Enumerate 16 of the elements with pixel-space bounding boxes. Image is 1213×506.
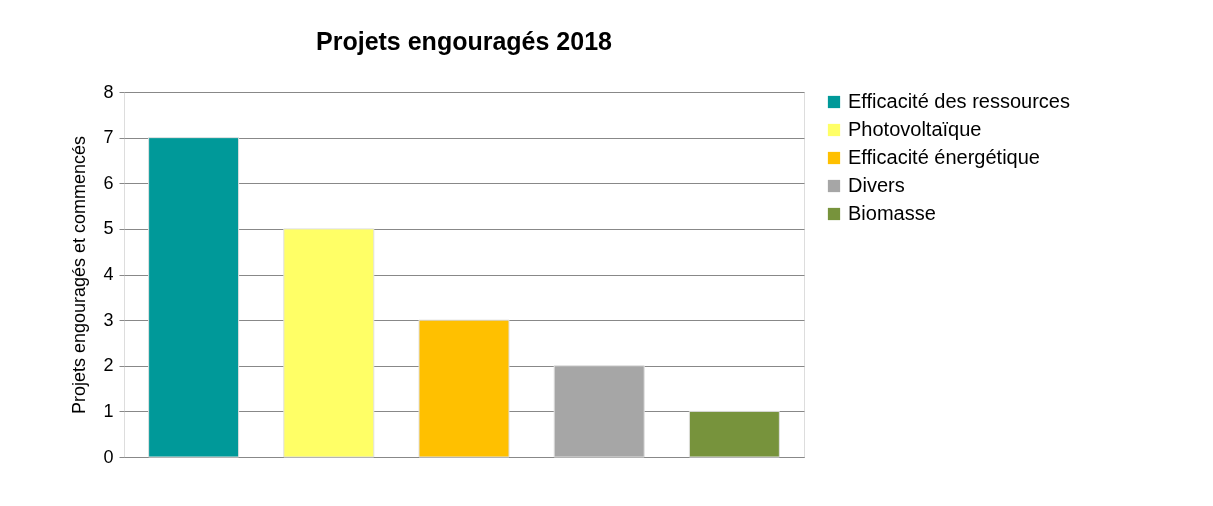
y-tick-label: 5 bbox=[103, 218, 114, 239]
legend-label: Photovoltaïque bbox=[848, 118, 982, 140]
y-tick-label: 4 bbox=[103, 264, 114, 284]
y-tick-label: 8 bbox=[103, 81, 114, 102]
y-tick-label: 2 bbox=[103, 355, 114, 376]
y-tick-label: 3 bbox=[103, 309, 114, 330]
y-tick-label: 7 bbox=[103, 127, 114, 148]
y-tick-label: 0 bbox=[103, 446, 114, 467]
chart-title: Projets engouragés 2018 bbox=[316, 27, 613, 55]
legend-label: Efficacité des ressources bbox=[848, 90, 1070, 112]
y-tick-label: 6 bbox=[103, 172, 114, 193]
y-tick-label: 1 bbox=[103, 400, 114, 421]
legend-label: Divers bbox=[848, 174, 905, 196]
y-axis-title: Projets engouragés et commencés bbox=[69, 135, 90, 415]
legend-label: Efficacité énergétique bbox=[848, 146, 1040, 168]
legend-label: Biomasse bbox=[848, 202, 936, 224]
